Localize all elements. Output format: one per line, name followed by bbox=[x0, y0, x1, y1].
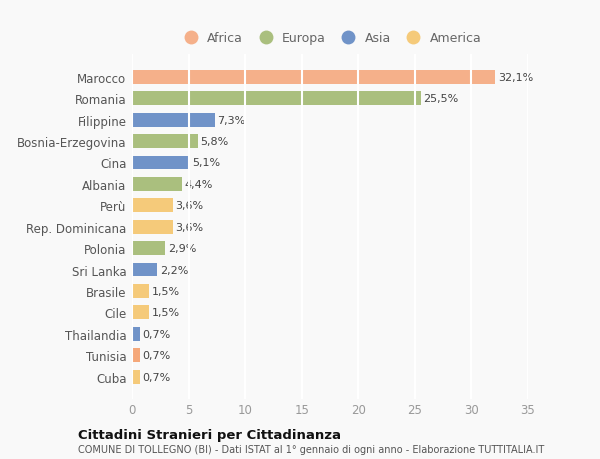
Text: 1,5%: 1,5% bbox=[152, 286, 180, 296]
Text: 32,1%: 32,1% bbox=[498, 73, 533, 83]
Legend: Africa, Europa, Asia, America: Africa, Europa, Asia, America bbox=[173, 27, 487, 50]
Bar bbox=[132, 113, 215, 127]
Text: 0,7%: 0,7% bbox=[143, 350, 171, 360]
Text: 3,6%: 3,6% bbox=[176, 222, 203, 232]
Text: Cittadini Stranieri per Cittadinanza: Cittadini Stranieri per Cittadinanza bbox=[78, 428, 341, 442]
Bar bbox=[132, 71, 495, 84]
Text: COMUNE DI TOLLEGNO (BI) - Dati ISTAT al 1° gennaio di ogni anno - Elaborazione T: COMUNE DI TOLLEGNO (BI) - Dati ISTAT al … bbox=[78, 444, 544, 454]
Text: 3,6%: 3,6% bbox=[176, 201, 203, 211]
Text: 5,8%: 5,8% bbox=[200, 137, 229, 147]
Text: 4,4%: 4,4% bbox=[185, 179, 213, 190]
Bar bbox=[132, 199, 173, 213]
Bar bbox=[132, 135, 197, 149]
Bar bbox=[132, 370, 140, 384]
Bar bbox=[132, 327, 140, 341]
Bar bbox=[132, 306, 149, 319]
Bar bbox=[132, 263, 157, 277]
Bar bbox=[132, 92, 421, 106]
Text: 1,5%: 1,5% bbox=[152, 308, 180, 318]
Text: 7,3%: 7,3% bbox=[217, 115, 245, 125]
Bar bbox=[132, 220, 173, 234]
Bar bbox=[132, 284, 149, 298]
Text: 2,2%: 2,2% bbox=[160, 265, 188, 275]
Text: 0,7%: 0,7% bbox=[143, 329, 171, 339]
Text: 0,7%: 0,7% bbox=[143, 372, 171, 382]
Text: 2,9%: 2,9% bbox=[167, 244, 196, 253]
Bar bbox=[132, 156, 190, 170]
Bar bbox=[132, 178, 182, 191]
Bar bbox=[132, 241, 165, 256]
Bar bbox=[132, 348, 140, 362]
Text: 25,5%: 25,5% bbox=[424, 94, 458, 104]
Text: 5,1%: 5,1% bbox=[193, 158, 221, 168]
